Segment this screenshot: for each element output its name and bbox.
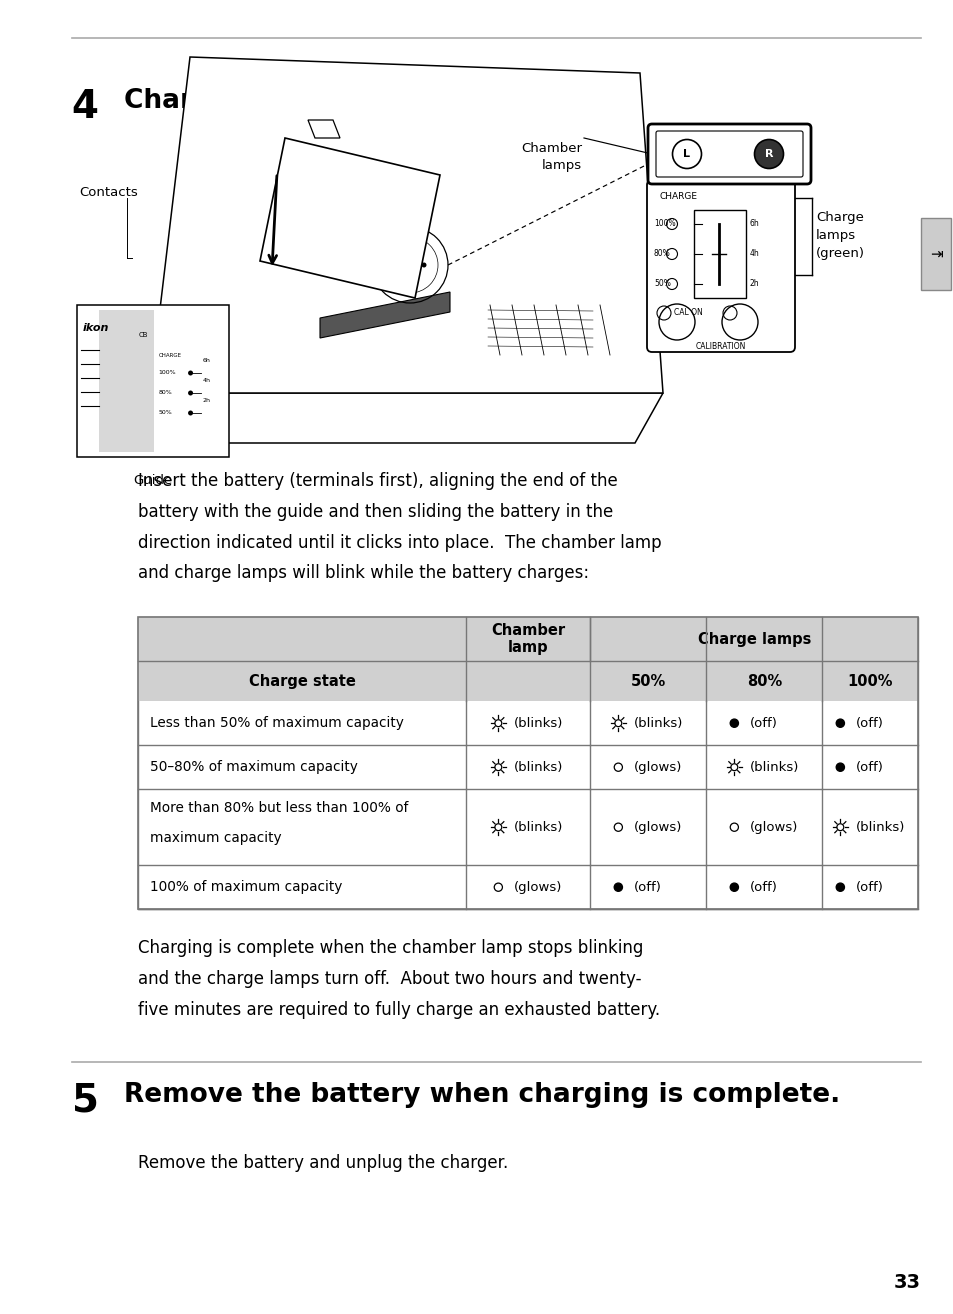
Bar [138, 618, 918, 909]
Text: (off): (off) [856, 761, 883, 774]
Text: (blinks): (blinks) [514, 761, 563, 774]
Circle shape [188, 410, 193, 415]
Bar [98, 310, 153, 452]
Text: (off): (off) [750, 880, 778, 894]
Text: Contacts: Contacts [79, 185, 138, 198]
Text: More than 80% but less than 100% of: More than 80% but less than 100% of [151, 802, 408, 815]
Text: (glows): (glows) [634, 821, 682, 833]
Text: (off): (off) [856, 880, 883, 894]
Circle shape [836, 719, 843, 728]
Polygon shape [319, 292, 450, 338]
Text: (blinks): (blinks) [634, 716, 683, 729]
Circle shape [836, 763, 843, 771]
Circle shape [188, 390, 193, 396]
Bar [693, 210, 745, 298]
Polygon shape [260, 138, 439, 298]
Text: battery with the guide and then sliding the battery in the: battery with the guide and then sliding … [138, 503, 613, 520]
Text: 100%: 100% [654, 219, 675, 229]
Text: 50%: 50% [630, 674, 665, 689]
Text: Insert the battery (terminals first), aligning the end of the: Insert the battery (terminals first), al… [138, 472, 618, 490]
Text: direction indicated until it clicks into place.  The chamber lamp: direction indicated until it clicks into… [138, 533, 661, 552]
Bar [920, 218, 950, 290]
Text: (blinks): (blinks) [514, 716, 563, 729]
Text: 6h: 6h [202, 357, 211, 363]
Text: (blinks): (blinks) [856, 821, 904, 833]
Text: (glows): (glows) [514, 880, 562, 894]
Circle shape [414, 251, 419, 255]
Polygon shape [150, 57, 662, 393]
Text: CHARGE: CHARGE [158, 353, 181, 357]
Text: ⇥: ⇥ [928, 247, 942, 261]
Text: 100%: 100% [846, 674, 892, 689]
Text: 50%: 50% [158, 410, 172, 415]
Text: CHARGE: CHARGE [659, 192, 698, 201]
Text: (blinks): (blinks) [750, 761, 799, 774]
Text: (glows): (glows) [750, 821, 798, 833]
FancyBboxPatch shape [646, 180, 794, 352]
Bar [138, 618, 918, 661]
Text: (blinks): (blinks) [514, 821, 563, 833]
Text: Charge state: Charge state [249, 674, 355, 689]
Text: 4h: 4h [749, 250, 759, 259]
Text: 80%: 80% [746, 674, 781, 689]
Circle shape [400, 275, 405, 280]
Circle shape [400, 251, 405, 255]
Text: 100% of maximum capacity: 100% of maximum capacity [151, 880, 342, 895]
Text: 4h: 4h [202, 377, 211, 382]
Text: Charge
lamps
(green): Charge lamps (green) [815, 210, 864, 259]
Text: 5: 5 [71, 1081, 98, 1120]
Text: Guide: Guide [132, 474, 172, 487]
Text: (off): (off) [856, 716, 883, 729]
Circle shape [188, 371, 193, 376]
Text: Remove the battery and unplug the charger.: Remove the battery and unplug the charge… [138, 1154, 508, 1172]
Text: 80%: 80% [654, 250, 670, 259]
Text: 2h: 2h [749, 280, 759, 289]
Text: Charge the battery.: Charge the battery. [124, 88, 415, 114]
Text: 2h: 2h [202, 398, 211, 402]
Bar [138, 618, 918, 909]
FancyBboxPatch shape [647, 124, 810, 184]
Text: CAL ON: CAL ON [673, 309, 702, 318]
Circle shape [729, 883, 738, 891]
Text: Less than 50% of maximum capacity: Less than 50% of maximum capacity [151, 716, 404, 731]
Bar [76, 305, 229, 457]
Text: 80%: 80% [158, 390, 172, 396]
Circle shape [836, 883, 843, 891]
Text: Remove the battery when charging is complete.: Remove the battery when charging is comp… [124, 1081, 839, 1108]
Text: CALIBRATION: CALIBRATION [695, 342, 745, 351]
Text: 4: 4 [71, 88, 98, 126]
Text: 6h: 6h [749, 219, 759, 229]
Bar [138, 661, 918, 702]
Text: and charge lamps will blink while the battery charges:: and charge lamps will blink while the ba… [138, 565, 589, 582]
Text: ikon: ikon [83, 323, 109, 332]
Text: (off): (off) [634, 880, 661, 894]
Circle shape [614, 883, 621, 891]
Circle shape [421, 263, 426, 268]
Circle shape [729, 719, 738, 728]
Text: 50%: 50% [654, 280, 670, 289]
Polygon shape [308, 120, 339, 138]
Text: Chamber
lamp: Chamber lamp [491, 623, 565, 656]
Text: 33: 33 [893, 1273, 920, 1292]
Circle shape [393, 263, 398, 268]
Circle shape [414, 275, 419, 280]
FancyBboxPatch shape [656, 131, 802, 177]
Circle shape [754, 139, 782, 168]
Text: L: L [682, 148, 690, 159]
Text: R: R [764, 148, 773, 159]
Text: maximum capacity: maximum capacity [151, 832, 282, 845]
Text: (off): (off) [750, 716, 778, 729]
Text: Charging is complete when the chamber lamp stops blinking: Charging is complete when the chamber la… [138, 940, 643, 957]
Text: (glows): (glows) [634, 761, 682, 774]
Text: 100%: 100% [158, 371, 176, 376]
Text: five minutes are required to fully charge an exhausted battery.: five minutes are required to fully charg… [138, 1001, 659, 1018]
Text: Charge lamps: Charge lamps [697, 632, 810, 646]
Text: Chamber
lamps: Chamber lamps [520, 142, 581, 172]
Text: and the charge lamps turn off.  About two hours and twenty-: and the charge lamps turn off. About two… [138, 970, 641, 988]
Text: 50–80% of maximum capacity: 50–80% of maximum capacity [151, 761, 357, 774]
Text: CB: CB [138, 332, 148, 338]
Polygon shape [150, 393, 662, 443]
